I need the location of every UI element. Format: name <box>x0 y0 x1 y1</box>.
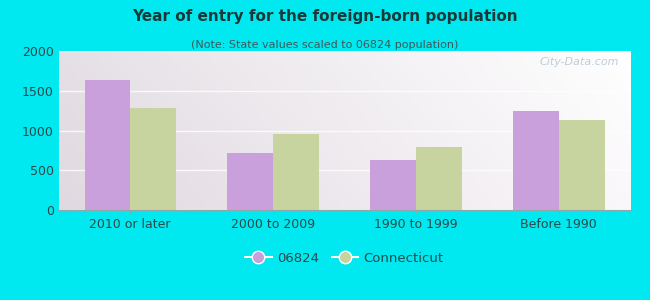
Bar <box>84 80 130 210</box>
Bar <box>370 160 416 210</box>
Text: Year of entry for the foreign-born population: Year of entry for the foreign-born popul… <box>132 9 518 24</box>
Bar <box>559 120 604 210</box>
Bar <box>513 111 559 210</box>
Bar <box>416 147 462 210</box>
Bar <box>227 153 273 210</box>
Bar <box>130 108 176 210</box>
Legend: 06824, Connecticut: 06824, Connecticut <box>240 247 449 270</box>
Bar <box>273 134 318 210</box>
Text: City-Data.com: City-Data.com <box>540 57 619 68</box>
Text: (Note: State values scaled to 06824 population): (Note: State values scaled to 06824 popu… <box>191 40 459 50</box>
